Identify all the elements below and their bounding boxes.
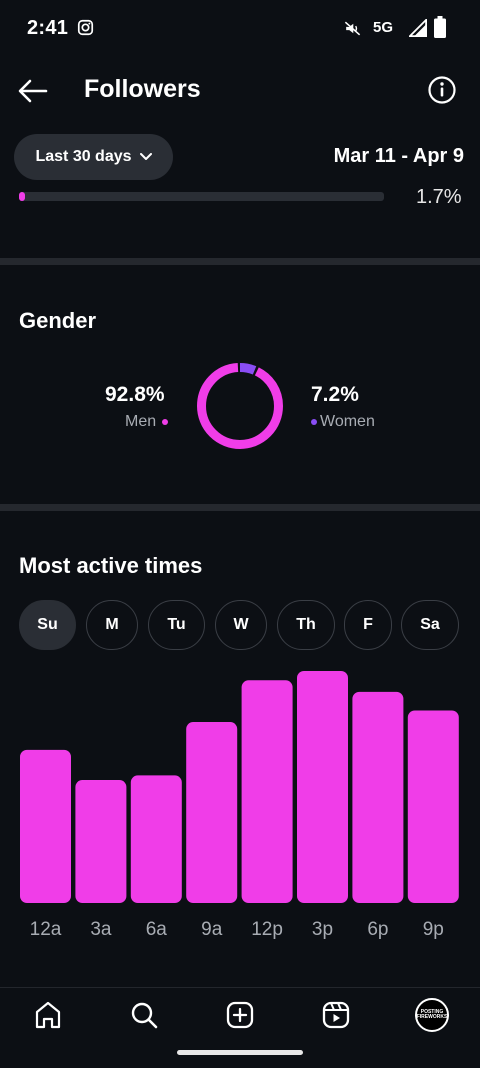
- date-range-dropdown[interactable]: Last 30 days: [14, 134, 173, 180]
- chevron-down-icon: [139, 153, 152, 160]
- section-divider: [0, 258, 480, 265]
- vibrate-mute-icon: [344, 21, 361, 36]
- back-arrow-icon[interactable]: [16, 74, 50, 108]
- bar-6p[interactable]: [352, 691, 404, 903]
- search-icon[interactable]: [129, 1000, 159, 1030]
- progress-bar: [19, 192, 384, 201]
- bottom-nav: POSTING FIREWORKS: [0, 987, 480, 1068]
- bar-12p[interactable]: [241, 680, 293, 903]
- bar-6a[interactable]: [130, 775, 182, 903]
- men-legend-dot: [162, 419, 168, 425]
- men-percent: 92.8%: [105, 383, 165, 406]
- men-label: Men: [125, 413, 157, 430]
- most-active-times-title: Most active times: [19, 553, 203, 578]
- donut-segment-men: [197, 363, 283, 449]
- app-bar: Followers: [0, 58, 480, 122]
- section-divider: [0, 504, 480, 511]
- bar-12a[interactable]: [20, 749, 71, 903]
- day-chip-f[interactable]: F: [344, 600, 392, 650]
- status-time: 2:41: [27, 17, 69, 39]
- day-selector: Su M Tu W Th F Sa: [19, 600, 459, 652]
- x-tick-label: 6a: [146, 919, 168, 940]
- bar-3p[interactable]: [297, 671, 348, 903]
- day-chip-tu[interactable]: Tu: [148, 600, 205, 650]
- x-tick-label: 3p: [312, 919, 333, 940]
- day-chip-sa[interactable]: Sa: [401, 600, 459, 650]
- x-tick-label: 6p: [367, 919, 388, 940]
- reels-icon[interactable]: [321, 1000, 351, 1030]
- signal-icon: [409, 19, 427, 37]
- gender-donut-chart: [197, 363, 283, 449]
- battery-icon: [434, 16, 446, 38]
- day-chip-th[interactable]: Th: [277, 600, 335, 650]
- donut-segment-women: [197, 363, 283, 449]
- women-percent: 7.2%: [311, 383, 359, 406]
- active-times-bar-chart: 12a 3a 6a 9a 12p 3p 6p 9p: [20, 671, 459, 940]
- bar-9p[interactable]: [407, 710, 459, 903]
- bar-9a[interactable]: [186, 722, 238, 903]
- avatar-text-line1: POSTING: [420, 1009, 444, 1015]
- women-legend-dot: [311, 419, 317, 425]
- info-icon[interactable]: [427, 75, 457, 105]
- date-range-text: Mar 11 - Apr 9: [333, 145, 464, 167]
- progress-bar-fill: [19, 192, 26, 201]
- profile-avatar[interactable]: POSTING FIREWORKS: [415, 998, 449, 1032]
- network-type: 5G: [373, 19, 394, 36]
- day-chip-m[interactable]: M: [86, 600, 138, 650]
- x-tick-label: 9p: [423, 919, 444, 940]
- women-label: Women: [320, 413, 375, 430]
- progress-percent: 1.7%: [416, 186, 462, 208]
- x-tick-label: 3a: [90, 919, 112, 940]
- instagram-notification-icon: [77, 19, 94, 36]
- x-tick-label: 9a: [201, 919, 223, 940]
- status-bar: 2:41 5G: [0, 0, 480, 58]
- day-chip-su[interactable]: Su: [19, 600, 76, 650]
- day-chip-w[interactable]: W: [215, 600, 267, 650]
- home-indicator[interactable]: [177, 1050, 303, 1055]
- page-title: Followers: [84, 75, 201, 103]
- x-tick-label: 12p: [251, 919, 283, 940]
- home-icon[interactable]: [33, 1000, 63, 1030]
- x-tick-label: 12a: [30, 919, 62, 940]
- bar-3a[interactable]: [75, 780, 127, 903]
- avatar-text-line2: FIREWORKS: [416, 1014, 448, 1020]
- date-range-dropdown-label: Last 30 days: [35, 148, 132, 165]
- gender-title: Gender: [19, 308, 97, 333]
- create-icon[interactable]: [225, 1000, 255, 1030]
